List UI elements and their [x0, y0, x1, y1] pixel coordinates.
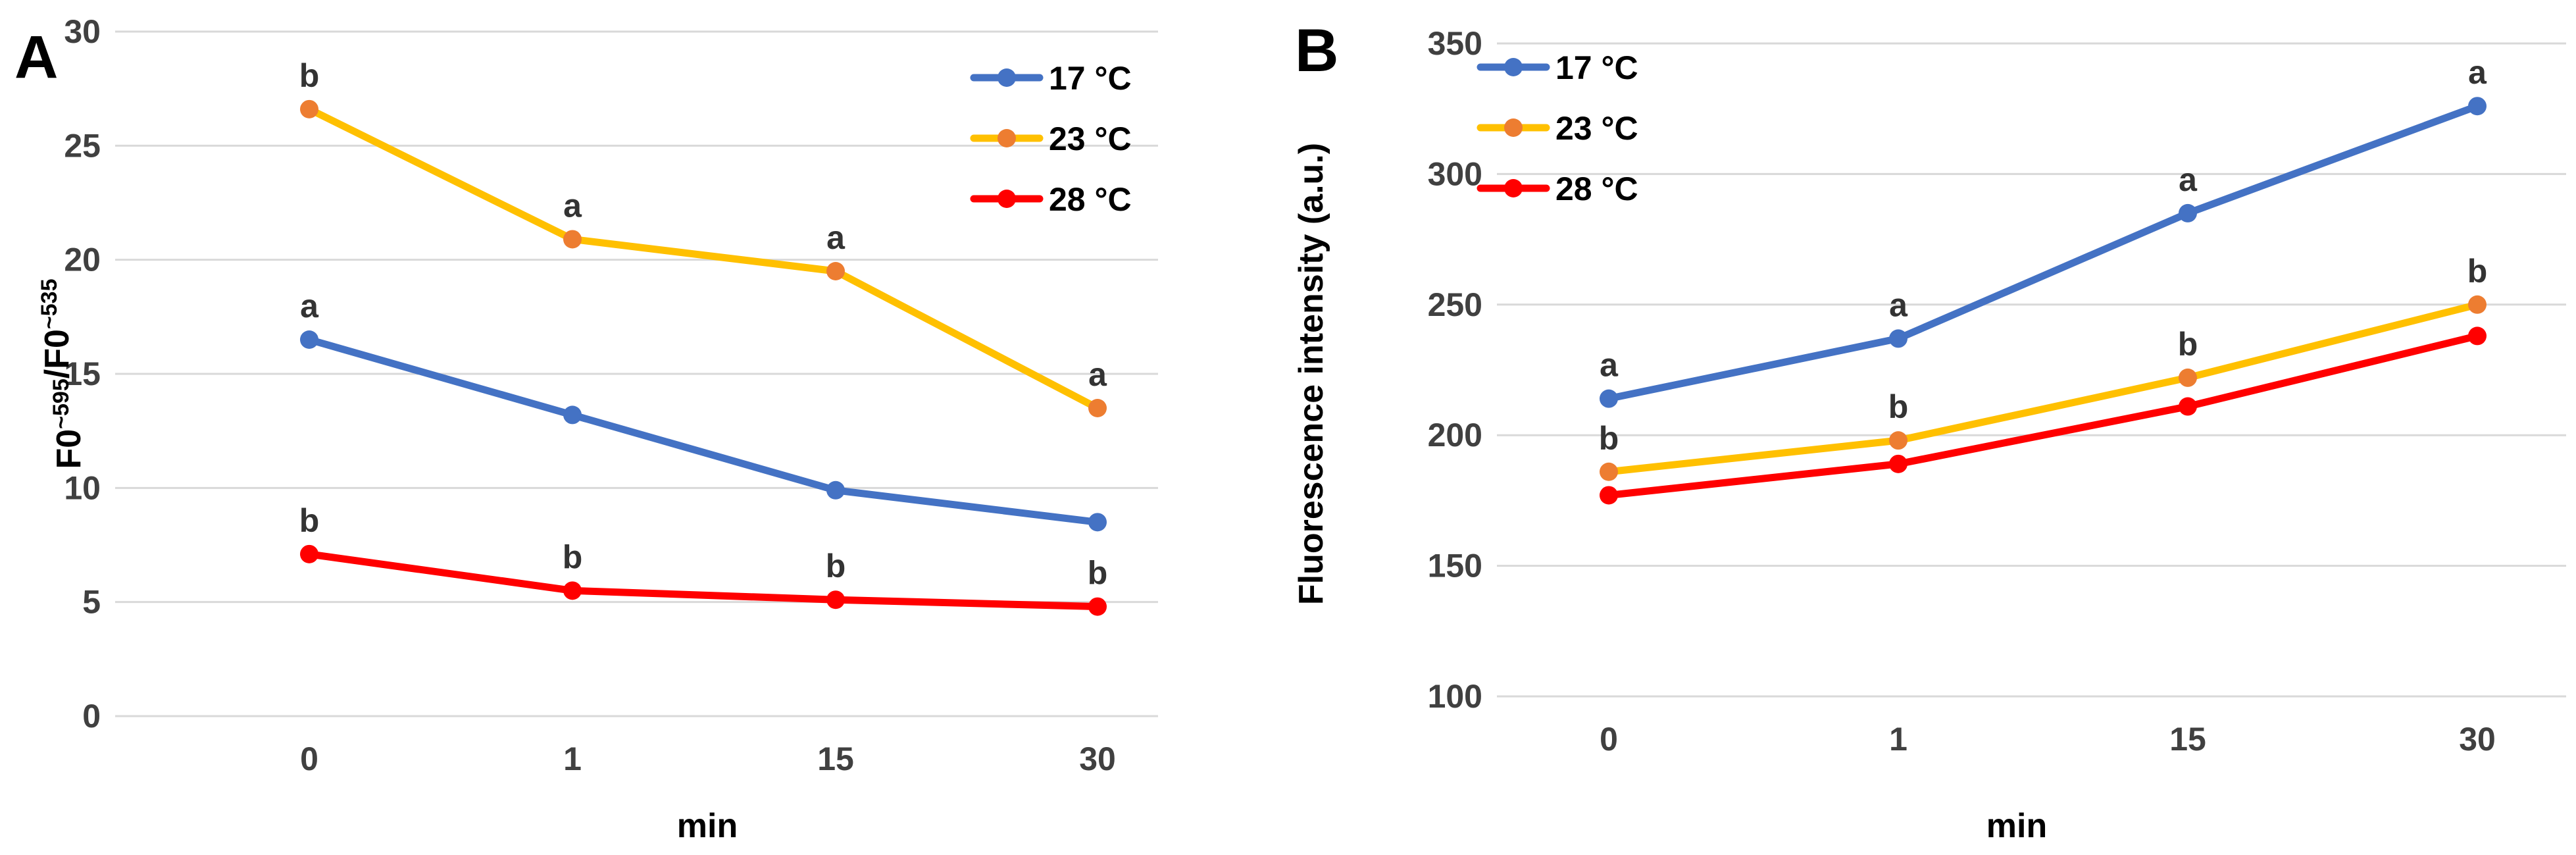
significance-label: a — [1600, 347, 1619, 384]
y-tick-label: 10 — [64, 469, 101, 506]
significance-label: a — [1088, 356, 1107, 393]
data-point — [300, 330, 318, 349]
significance-label: b — [1888, 388, 1909, 425]
data-point — [300, 100, 318, 118]
significance-label: a — [563, 187, 582, 224]
series-line — [1609, 106, 2477, 398]
series-line — [309, 340, 1098, 522]
x-tick-label: 15 — [2169, 721, 2206, 758]
data-point — [826, 481, 845, 500]
y-tick-label: 30 — [64, 13, 101, 50]
series-line — [309, 554, 1098, 607]
series-line — [1609, 305, 2477, 472]
series-line — [309, 109, 1098, 408]
y-tick-label: 100 — [1428, 678, 1482, 715]
data-point — [826, 262, 845, 280]
significance-label: b — [299, 57, 320, 94]
significance-label: b — [1599, 420, 1619, 457]
legend-marker — [1504, 58, 1523, 76]
data-point — [1088, 399, 1107, 417]
x-tick-label: 30 — [1079, 740, 1116, 777]
x-axis-title: min — [1986, 807, 2047, 845]
data-point — [1600, 463, 1618, 481]
legend-marker — [1504, 118, 1523, 137]
legend-label: 23 °C — [1049, 120, 1132, 157]
y-tick-label: 200 — [1428, 417, 1482, 453]
significance-label: a — [2468, 54, 2487, 91]
y-axis-title: Fluorescence intensity (a.u.) — [1292, 143, 1330, 605]
y-tick-label: 20 — [64, 242, 101, 278]
legend-label: 23 °C — [1555, 110, 1638, 147]
data-point — [1600, 486, 1618, 504]
significance-label: b — [1088, 555, 1108, 592]
data-point — [563, 405, 582, 424]
significance-label: a — [1889, 286, 1908, 323]
data-point — [2179, 204, 2197, 222]
legend-label: 28 °C — [1049, 181, 1132, 218]
data-point — [1889, 455, 1907, 473]
significance-label: a — [2179, 161, 2198, 198]
y-tick-label: 150 — [1428, 548, 1482, 584]
data-point — [563, 581, 582, 600]
legend-label: 17 °C — [1049, 60, 1132, 97]
legend-label: 17 °C — [1555, 49, 1638, 86]
y-tick-label: 250 — [1428, 286, 1482, 323]
significance-label: b — [2178, 326, 2198, 363]
x-tick-label: 1 — [563, 740, 582, 777]
data-point — [1889, 329, 1907, 348]
legend-marker — [1504, 179, 1523, 197]
x-tick-label: 1 — [1889, 721, 1907, 758]
series-line — [1609, 336, 2477, 495]
y-tick-label: 300 — [1428, 155, 1482, 192]
data-point — [300, 545, 318, 563]
data-point — [563, 230, 582, 248]
data-point — [2468, 296, 2487, 314]
panel-label: A — [14, 24, 58, 91]
significance-label: b — [563, 538, 583, 575]
data-point — [826, 590, 845, 609]
data-point — [2468, 97, 2487, 115]
significance-label: a — [826, 219, 846, 256]
data-point — [1889, 431, 1907, 450]
data-point — [2179, 398, 2197, 416]
data-point — [1088, 513, 1107, 531]
data-point — [2179, 369, 2197, 387]
significance-label: a — [300, 288, 319, 324]
legend-marker — [998, 129, 1016, 147]
panel-label: B — [1295, 17, 1338, 84]
y-tick-label: 25 — [64, 127, 101, 164]
significance-label: b — [299, 502, 320, 539]
significance-label: b — [826, 548, 846, 584]
x-tick-label: 30 — [2459, 721, 2496, 758]
legend-marker — [998, 190, 1016, 208]
significance-label: b — [2467, 253, 2488, 290]
x-tick-label: 15 — [817, 740, 854, 777]
y-tick-label: 350 — [1428, 25, 1482, 62]
data-point — [1600, 390, 1618, 408]
legend-marker — [998, 68, 1016, 87]
data-point — [2468, 326, 2487, 345]
y-tick-label: 0 — [82, 698, 101, 735]
data-point — [1088, 598, 1107, 616]
x-tick-label: 0 — [300, 740, 318, 777]
legend-label: 28 °C — [1555, 170, 1638, 207]
x-axis-title: min — [677, 807, 738, 845]
y-tick-label: 5 — [82, 584, 101, 621]
x-tick-label: 0 — [1600, 721, 1618, 758]
